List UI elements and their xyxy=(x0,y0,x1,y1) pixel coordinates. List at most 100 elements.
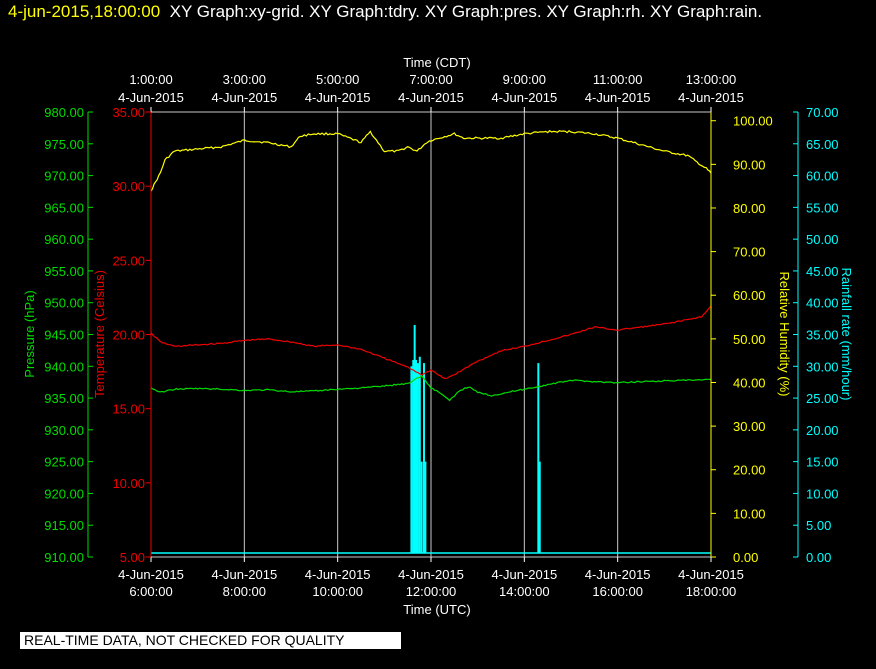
bottom-tick-date: 4-Jun-2015 xyxy=(585,567,651,582)
rain-tick-label: 35.00 xyxy=(806,328,839,343)
temperature-tick-label: 25.00 xyxy=(112,253,145,268)
top-tick-time: 7:00:00 xyxy=(409,72,452,87)
rain-tick-label: 50.00 xyxy=(806,232,839,247)
rain-bar xyxy=(537,363,540,553)
rain-tick-label: 55.00 xyxy=(806,200,839,215)
rain-bar xyxy=(416,363,419,553)
top-tick-time: 11:00:00 xyxy=(593,72,643,87)
pressure-tick-label: 925.00 xyxy=(44,455,84,470)
pressure-tick-label: 935.00 xyxy=(44,391,84,406)
rain-bar xyxy=(410,366,413,553)
top-tick-date: 4-Jun-2015 xyxy=(118,90,184,105)
rain-bar xyxy=(413,324,416,553)
rain-tick-label: 70.00 xyxy=(806,105,839,120)
bottom-tick-time: 14:00:00 xyxy=(499,584,550,599)
bottom-tick-date: 4-Jun-2015 xyxy=(118,567,184,582)
rain-bar xyxy=(420,461,423,553)
temperature-line xyxy=(150,305,712,380)
humidity-tick-label: 80.00 xyxy=(733,201,766,216)
rain-tick-label: 5.00 xyxy=(806,518,831,533)
pressure-axis-title: Pressure (hPa) xyxy=(22,290,37,377)
humidity-tick-label: 10.00 xyxy=(733,506,766,521)
pressure-tick-label: 915.00 xyxy=(44,518,84,533)
rain-bar xyxy=(412,359,415,553)
rain-bar xyxy=(424,461,427,553)
top-tick-date: 4-Jun-2015 xyxy=(398,90,464,105)
humidity-line xyxy=(150,129,712,192)
humidity-tick-label: 60.00 xyxy=(733,288,766,303)
rain-tick-label: 25.00 xyxy=(806,391,839,406)
bottom-tick-time: 12:00:00 xyxy=(406,584,457,599)
bottom-tick-time: 16:00:00 xyxy=(592,584,643,599)
rain-bar xyxy=(418,356,421,553)
top-tick-time: 13:00:00 xyxy=(686,72,737,87)
axis-titles: Time (CDT) Time (UTC) Pressure (hPa) Tem… xyxy=(22,55,854,617)
temperature-tick-label: 30.00 xyxy=(112,179,145,194)
pressure-tick-label: 940.00 xyxy=(44,359,84,374)
line-series xyxy=(150,129,712,402)
bottom-axis-title: Time (UTC) xyxy=(403,602,470,617)
humidity-tick-label: 90.00 xyxy=(733,157,766,172)
pressure-tick-label: 930.00 xyxy=(44,423,84,438)
quality-notice: REAL-TIME DATA, NOT CHECKED FOR QUALITY xyxy=(20,632,401,649)
pressure-tick-label: 920.00 xyxy=(44,486,84,501)
pressure-tick-label: 955.00 xyxy=(44,264,84,279)
rain-tick-label: 10.00 xyxy=(806,486,839,501)
top-tick-time: 5:00:00 xyxy=(316,72,359,87)
pressure-tick-label: 945.00 xyxy=(44,328,84,343)
grid-lines xyxy=(243,112,619,557)
humidity-tick-label: 20.00 xyxy=(733,463,766,478)
temperature-axis-title: Temperature (Celsius) xyxy=(92,270,107,398)
humidity-tick-label: 40.00 xyxy=(733,375,766,390)
humidity-tick-label: 100.00 xyxy=(733,114,773,129)
weather-xy-chart: 4-Jun-2015 6:00:00 4-Jun-2015 8:00:00 4-Jun-… xyxy=(22,55,854,617)
temperature-tick-label: 5.00 xyxy=(120,550,145,565)
bottom-tick-time: 8:00:00 xyxy=(223,584,266,599)
rain-series xyxy=(151,324,711,554)
header-timestamp: 4-jun-2015,18:00:00 xyxy=(8,2,161,21)
humidity-tick-label: 50.00 xyxy=(733,332,766,347)
top-tick-date: 4-Jun-2015 xyxy=(211,90,277,105)
rain-bar xyxy=(415,359,418,553)
rain-axis-title: Rainfall rate (mm/hour) xyxy=(839,268,854,401)
top-tick-time: 1:00:00 xyxy=(129,72,172,87)
humidity-tick-label: 0.00 xyxy=(733,550,758,565)
pressure-tick-label: 950.00 xyxy=(44,296,84,311)
humidity-tick-label: 70.00 xyxy=(733,245,766,260)
bottom-tick-time: 6:00:00 xyxy=(129,584,172,599)
bottom-tick-date: 4-Jun-2015 xyxy=(491,567,557,582)
y-axes: 910.00 915.00 920.00 925.00 930.00 935.00 940.… xyxy=(44,105,838,565)
top-tick-date: 4-Jun-2015 xyxy=(585,90,651,105)
top-tick-time: 3:00:00 xyxy=(223,72,266,87)
pressure-line xyxy=(150,374,712,402)
x-axes: 4-Jun-2015 6:00:00 4-Jun-2015 8:00:00 4-Jun-… xyxy=(118,72,744,599)
bottom-tick-time: 18:00:00 xyxy=(686,584,737,599)
bottom-tick-date: 4-Jun-2015 xyxy=(678,567,744,582)
chart-header: 4-jun-2015,18:00:00 XY Graph:xy-grid. XY… xyxy=(8,2,762,22)
top-tick-date: 4-Jun-2015 xyxy=(491,90,557,105)
rain-tick-label: 40.00 xyxy=(806,296,839,311)
temperature-tick-label: 15.00 xyxy=(112,402,145,417)
top-axis-title: Time (CDT) xyxy=(403,55,470,70)
rain-bar xyxy=(423,363,425,553)
header-graph-list: XY Graph:xy-grid. XY Graph:tdry. XY Grap… xyxy=(169,2,763,21)
top-tick-date: 4-Jun-2015 xyxy=(305,90,371,105)
rain-tick-label: 0.00 xyxy=(806,550,831,565)
pressure-tick-label: 980.00 xyxy=(44,105,84,120)
top-tick-date: 4-Jun-2015 xyxy=(678,90,744,105)
bottom-tick-date: 4-Jun-2015 xyxy=(398,567,464,582)
humidity-axis-title: Relative Humidity (%) xyxy=(777,272,792,397)
bottom-tick-time: 10:00:00 xyxy=(312,584,363,599)
bottom-tick-date: 4-Jun-2015 xyxy=(305,567,371,582)
temperature-tick-label: 35.00 xyxy=(112,105,145,120)
rain-tick-label: 45.00 xyxy=(806,264,839,279)
temperature-tick-label: 10.00 xyxy=(112,476,145,491)
pressure-tick-label: 910.00 xyxy=(44,550,84,565)
pressure-tick-label: 970.00 xyxy=(44,169,84,184)
bottom-tick-date: 4-Jun-2015 xyxy=(211,567,277,582)
rain-tick-label: 30.00 xyxy=(806,359,839,374)
pressure-tick-label: 975.00 xyxy=(44,137,84,152)
pressure-tick-label: 960.00 xyxy=(44,232,84,247)
rain-tick-label: 15.00 xyxy=(806,455,839,470)
rain-tick-label: 60.00 xyxy=(806,169,839,184)
